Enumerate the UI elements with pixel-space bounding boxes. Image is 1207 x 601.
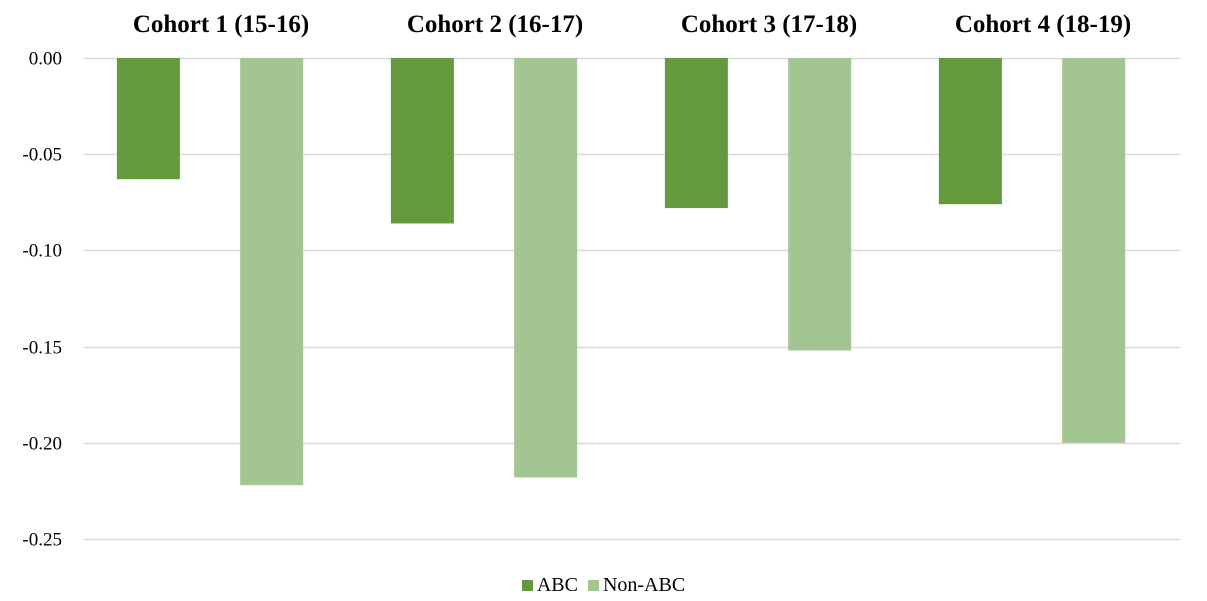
category-label: Cohort 3 (17-18) xyxy=(681,11,857,38)
bar-abc-3 xyxy=(664,58,728,209)
legend-swatch-abc xyxy=(521,579,533,591)
bar-abc-1 xyxy=(116,58,180,180)
legend: ABC Non-ABC xyxy=(0,575,1207,595)
legend-item-abc: ABC xyxy=(521,574,578,596)
bar-abc-4 xyxy=(938,58,1002,205)
y-axis-tick-labels: 0.00 -0.05 -0.10 -0.15 -0.20 -0.25 xyxy=(22,49,62,551)
y-tick-label: -0.10 xyxy=(22,241,62,262)
category-labels: Cohort 1 (15-16) Cohort 2 (16-17) Cohort 3… xyxy=(133,11,1131,38)
bar-non-abc-1 xyxy=(240,58,304,486)
bars xyxy=(116,58,1126,486)
bar-non-abc-3 xyxy=(788,58,852,351)
legend-label-non-abc: Non-ABC xyxy=(602,574,686,596)
legend-swatch-non-abc xyxy=(587,579,599,591)
category-label: Cohort 1 (15-16) xyxy=(133,11,309,38)
y-tick-label: -0.15 xyxy=(22,338,62,359)
y-tick-label: 0.00 xyxy=(29,49,62,70)
category-label: Cohort 2 (16-17) xyxy=(407,11,583,38)
bar-non-abc-2 xyxy=(514,58,578,478)
y-tick-label: -0.20 xyxy=(22,434,62,455)
y-tick-label: -0.25 xyxy=(22,530,62,551)
y-tick-label: -0.05 xyxy=(22,145,62,166)
bar-non-abc-4 xyxy=(1062,58,1126,443)
category-label: Cohort 4 (18-19) xyxy=(955,11,1131,38)
bar-abc-2 xyxy=(390,58,454,224)
legend-label-abc: ABC xyxy=(536,574,578,596)
legend-item-non-abc: Non-ABC xyxy=(587,574,686,596)
